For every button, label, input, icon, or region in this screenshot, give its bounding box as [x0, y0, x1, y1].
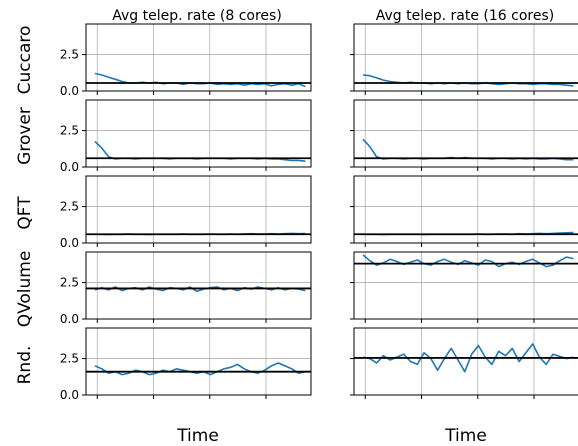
x-axis-label-left: Time	[176, 426, 219, 446]
series-line-rnd-16-cores	[362, 343, 574, 373]
series-line-qvolume-16-cores	[362, 254, 574, 268]
y-tick-label-0: 0.0	[60, 236, 79, 250]
panel-frame-cuccaro-8-cores	[85, 23, 312, 92]
panel-rnd-16-cores	[350, 327, 578, 399]
column-title-16-cores: Avg telep. rate (16 cores)	[376, 8, 554, 24]
panel-rnd-8-cores: 0.0 2.5	[60, 327, 312, 402]
panel-qvolume-16-cores	[350, 251, 578, 323]
panel-frame-grover-8-cores	[85, 99, 312, 168]
panel-grover-8-cores: 0.0 2.5	[60, 99, 312, 174]
series-line-rnd-8-cores	[94, 362, 306, 376]
row-label-cuccaro: Cuccaro	[15, 26, 35, 95]
panel-frame-qft-16-cores	[353, 175, 578, 244]
y-tick-label-1: 2.5	[60, 200, 79, 214]
column-title-8-cores: Avg telep. rate (8 cores)	[112, 8, 282, 24]
panel-qvolume-8-cores: 0.0 2.5	[60, 251, 312, 326]
series-line-grover-16-cores	[362, 138, 574, 161]
panel-frame-qvolume-16-cores	[353, 251, 578, 320]
panel-frame-cuccaro-16-cores	[353, 23, 578, 92]
y-tick-label-0: 0.0	[60, 84, 79, 98]
panel-frame-qvolume-8-cores	[85, 251, 312, 320]
x-axis-label-right: Time	[444, 426, 487, 446]
y-tick-label-0: 0.0	[60, 388, 79, 402]
panel-grover-16-cores	[350, 99, 578, 171]
y-tick-label-0: 0.0	[60, 160, 79, 174]
y-tick-label-1: 2.5	[60, 124, 79, 138]
panel-cuccaro-16-cores	[350, 23, 578, 95]
panel-cuccaro-8-cores: 0.0 2.5	[60, 23, 312, 98]
y-tick-label-1: 2.5	[60, 352, 79, 366]
row-label-grover: Grover	[15, 107, 35, 165]
panel-frame-rnd-16-cores	[353, 327, 578, 396]
panel-qft-8-cores: 0.0 2.5	[60, 175, 312, 250]
series-line-cuccaro-8-cores	[94, 72, 306, 88]
y-tick-label-0: 0.0	[60, 312, 79, 326]
row-label-qvolume: QVolume	[15, 251, 35, 328]
panel-frame-grover-16-cores	[353, 99, 578, 168]
panel-qft-16-cores	[350, 175, 578, 247]
row-label-rnd: Rnd.	[15, 346, 35, 385]
panel-frame-rnd-8-cores	[85, 327, 312, 396]
y-tick-label-1: 2.5	[60, 48, 79, 62]
panel-grid: 0.0 2.5 0.0 2.5 0.0 2.5 0.0 2.5 0.0 2.5	[60, 23, 578, 402]
series-line-cuccaro-16-cores	[362, 74, 574, 87]
row-label-qft: QFT	[15, 196, 35, 230]
y-tick-label-1: 2.5	[60, 276, 79, 290]
panel-frame-qft-8-cores	[85, 175, 312, 244]
